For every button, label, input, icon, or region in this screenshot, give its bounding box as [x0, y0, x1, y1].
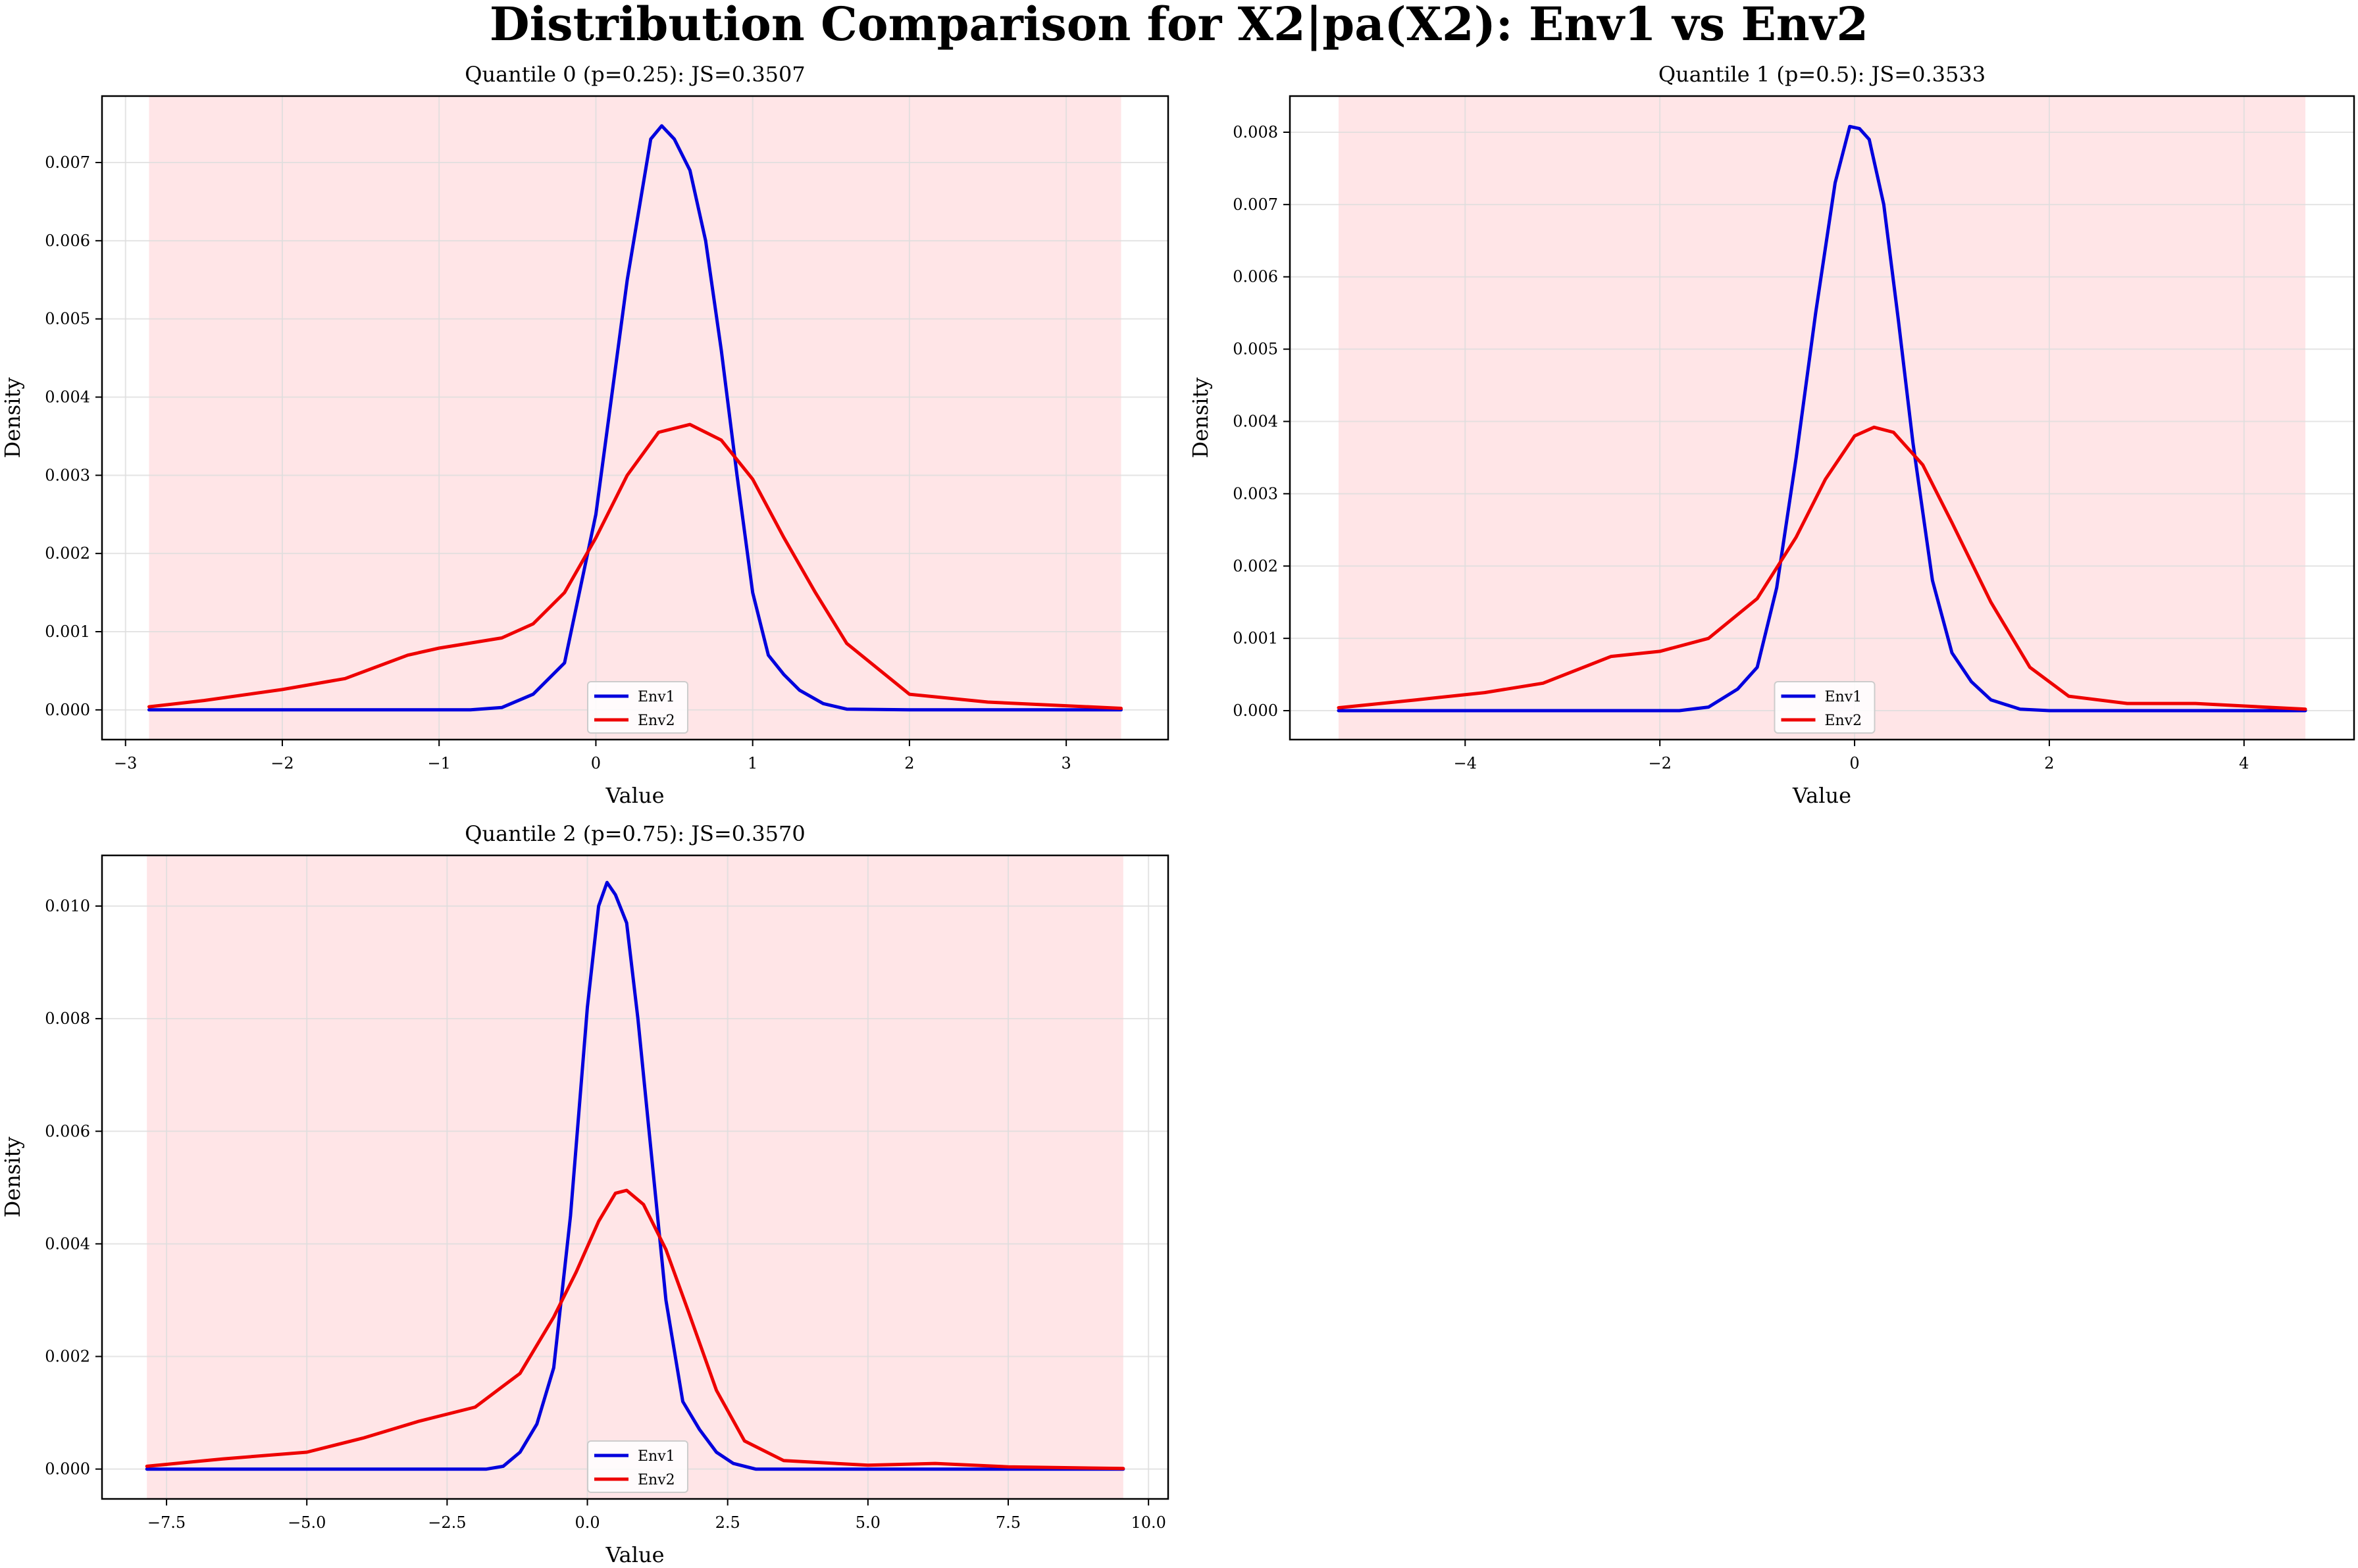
x-tick-label-1: −2: [1648, 754, 1671, 772]
y-tick-label-5: 0.010: [45, 897, 90, 915]
shaded-region: [147, 855, 1123, 1499]
y-tick-label-1: 0.002: [45, 1348, 90, 1366]
x-tick-label-4: 1: [748, 754, 757, 772]
y-axis-label: Density: [0, 1137, 25, 1218]
x-tick-label-5: 2: [904, 754, 914, 772]
y-tick-label-2: 0.002: [45, 544, 90, 563]
series-line-env1: [145, 880, 1125, 1471]
subplot-1: −4 −2 0 2 4 0.000 0.001 0.002 0.003 0.004 0.005 0.0…: [1188, 62, 2355, 808]
legend: Env1 Env2: [1774, 681, 1876, 734]
legend-label-env1: Env1: [1825, 689, 1862, 705]
legend: Env1 Env2: [587, 1440, 688, 1493]
y-tick-label-2: 0.004: [45, 1234, 90, 1253]
x-tick-label-6: 7.5: [996, 1513, 1021, 1532]
y-tick-label-4: 0.008: [45, 1009, 90, 1028]
y-tick-label-0: 0.000: [45, 701, 90, 719]
y-axis-label: Density: [0, 378, 25, 459]
figure-title: Distribution Comparison for X2|pa(X2): E…: [489, 0, 1869, 51]
y-tick-label-4: 0.004: [1233, 412, 1278, 430]
x-tick-label-0: −7.5: [147, 1513, 186, 1532]
series-line-env2: [145, 1188, 1125, 1471]
legend-label-env1: Env1: [638, 689, 675, 705]
x-tick-label-7: 10.0: [1131, 1513, 1166, 1532]
legend-label-env2: Env2: [638, 713, 675, 729]
y-tick-label-6: 0.006: [1233, 268, 1278, 286]
y-tick-label-7: 0.007: [45, 153, 90, 172]
x-tick-label-3: 0: [591, 754, 601, 772]
y-axis-label: Density: [1188, 378, 1213, 459]
shaded-region: [149, 96, 1121, 740]
subplot-2: −7.5 −5.0 −2.5 0.0 2.5 5.0 7.5 10.0 0.000 0.002 0.…: [0, 821, 1169, 1567]
x-tick-label-2: −2.5: [428, 1513, 466, 1532]
x-tick-label-0: −4: [1454, 754, 1477, 772]
x-tick-label-2: −1: [428, 754, 451, 772]
subplot-title: Quantile 2 (p=0.75): JS=0.3570: [465, 821, 806, 846]
series-line-env1: [1337, 124, 2307, 713]
y-tick-label-2: 0.002: [1233, 557, 1278, 575]
y-tick-label-0: 0.000: [45, 1460, 90, 1479]
y-tick-label-3: 0.006: [45, 1122, 90, 1140]
subplot-title: Quantile 0 (p=0.25): JS=0.3507: [465, 62, 806, 87]
x-axis-label: Value: [605, 1542, 664, 1567]
y-tick-label-4: 0.004: [45, 388, 90, 407]
x-axis-label: Value: [1792, 783, 1851, 808]
legend-label-env2: Env2: [1825, 713, 1862, 729]
axes-frame: [101, 95, 1169, 741]
y-tick-label-1: 0.001: [1233, 629, 1278, 647]
x-axis-label: Value: [605, 783, 664, 808]
legend-label-env1: Env1: [638, 1448, 675, 1465]
axes-frame: [101, 854, 1169, 1500]
subplot-title: Quantile 1 (p=0.5): JS=0.3533: [1658, 62, 1986, 87]
x-tick-label-6: 3: [1062, 754, 1071, 772]
legend: Env1 Env2: [587, 681, 688, 734]
x-tick-label-2: 0: [1849, 754, 1859, 772]
x-tick-label-0: −3: [114, 754, 137, 772]
y-tick-label-1: 0.001: [45, 622, 90, 641]
axes-frame: [1289, 95, 2355, 741]
series-line-env1: [147, 124, 1123, 712]
x-tick-label-4: 4: [2239, 754, 2249, 772]
legend-label-env2: Env2: [638, 1472, 675, 1488]
subplot-0: −3 −2 −1 0 1 2 3 0.000 0.001 0.002 0.003 0.004 0.005…: [0, 62, 1169, 808]
series-line-env2: [1337, 425, 2307, 711]
shaded-region: [1338, 96, 2306, 740]
y-tick-label-5: 0.005: [1233, 340, 1278, 359]
x-tick-label-1: −2: [270, 754, 294, 772]
y-tick-label-6: 0.006: [45, 232, 90, 250]
x-tick-label-4: 2.5: [715, 1513, 740, 1532]
x-tick-label-3: 0.0: [575, 1513, 600, 1532]
y-tick-label-8: 0.008: [1233, 123, 1278, 141]
y-tick-label-3: 0.003: [45, 466, 90, 484]
x-tick-label-5: 5.0: [856, 1513, 881, 1532]
y-tick-label-0: 0.000: [1233, 701, 1278, 720]
x-tick-label-3: 2: [2044, 754, 2054, 772]
y-tick-label-7: 0.007: [1233, 195, 1278, 214]
y-tick-label-5: 0.005: [45, 310, 90, 328]
x-tick-label-1: −5.0: [288, 1513, 326, 1532]
y-tick-label-3: 0.003: [1233, 484, 1278, 503]
series-line-env2: [147, 422, 1123, 710]
